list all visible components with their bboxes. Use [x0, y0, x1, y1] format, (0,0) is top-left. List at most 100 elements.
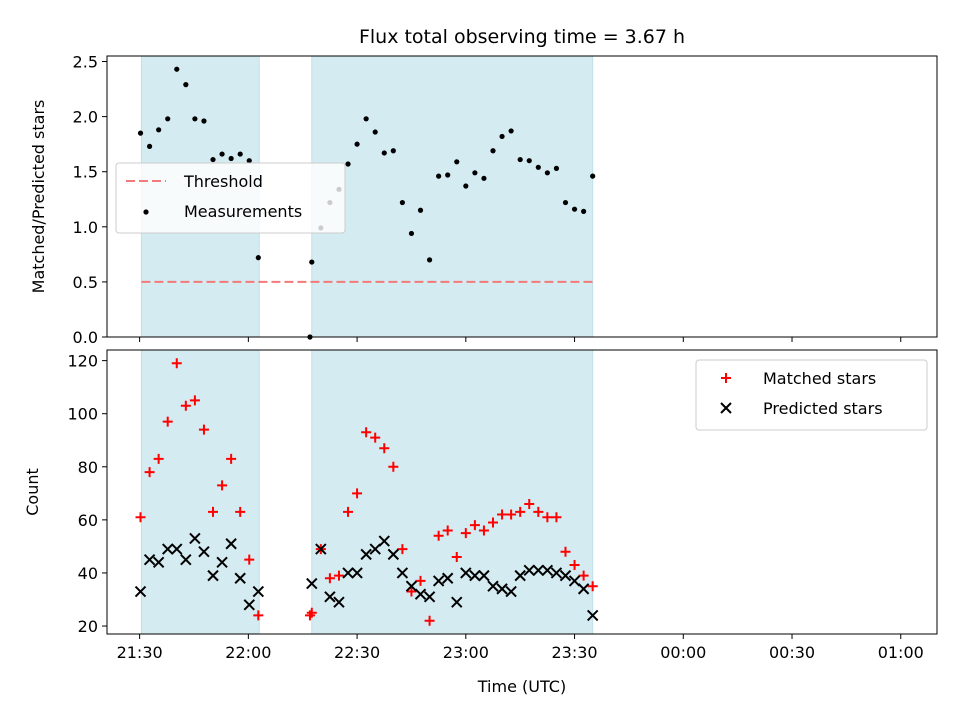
- data-point: [433, 530, 444, 541]
- bottom-shaded-interval-1: [311, 349, 594, 635]
- data-point: [441, 572, 454, 584]
- data-point: [192, 116, 198, 122]
- data-point: [469, 569, 481, 582]
- data-point: [571, 206, 578, 212]
- data-point: [526, 158, 532, 164]
- data-point: [590, 173, 596, 179]
- x-tick-label-6: 00:30: [769, 643, 815, 662]
- data-point: [488, 517, 499, 528]
- data-point: [560, 546, 571, 557]
- data-point: [351, 567, 363, 579]
- data-point: [405, 580, 418, 592]
- legend-box: [115, 162, 346, 234]
- data-point: [183, 82, 189, 88]
- bottom-shaded-interval-0: [140, 349, 260, 635]
- data-point: [387, 548, 400, 561]
- bottom-series-matched-stars: [135, 358, 598, 626]
- data-point: [253, 610, 264, 621]
- legend-box: [695, 359, 928, 431]
- data-point: [244, 554, 255, 565]
- data-point: [514, 569, 526, 582]
- legend-label: Threshold: [183, 172, 263, 191]
- data-point: [533, 506, 544, 517]
- data-point: [497, 509, 508, 520]
- data-point: [414, 588, 427, 600]
- data-point: [587, 581, 598, 592]
- data-point: [426, 257, 433, 263]
- data-point: [333, 596, 345, 608]
- data-point: [324, 591, 336, 603]
- data-point: [523, 564, 535, 577]
- data-point: [234, 572, 246, 584]
- data-point: [472, 170, 478, 176]
- data-point: [445, 172, 451, 178]
- data-point: [517, 156, 523, 163]
- top-y-tick-label-5: 2.5: [73, 53, 98, 72]
- data-point: [372, 129, 378, 135]
- data-point: [210, 156, 216, 163]
- data-point: [252, 585, 265, 598]
- data-point: [481, 175, 487, 181]
- data-point: [542, 512, 553, 523]
- data-point: [487, 580, 499, 592]
- data-point: [309, 259, 315, 265]
- data-point: [451, 596, 463, 608]
- legend-measurements-swatch: [143, 209, 149, 215]
- data-point: [490, 148, 496, 154]
- data-point: [553, 165, 560, 171]
- data-point: [363, 116, 369, 122]
- chart-title: Flux total observing time = 3.67 h: [359, 26, 685, 48]
- data-point: [216, 556, 228, 569]
- data-point: [237, 151, 243, 157]
- data-point: [152, 556, 165, 569]
- legend-matched-swatch: [721, 373, 731, 383]
- data-point: [370, 432, 381, 443]
- data-point: [581, 208, 587, 214]
- data-point: [171, 543, 183, 555]
- bottom-axes-frame: [106, 349, 938, 635]
- data-point: [390, 148, 396, 154]
- x-tick-label-5: 00:00: [660, 643, 706, 662]
- x-tick-label-3: 23:00: [443, 643, 489, 662]
- x-tick-label-7: 01:00: [878, 643, 924, 662]
- data-point: [225, 538, 237, 550]
- data-point: [208, 506, 219, 517]
- bottom-y-axis-label: Count: [23, 468, 42, 516]
- data-point: [162, 416, 173, 427]
- legend-label: Matched stars: [763, 369, 876, 388]
- data-point: [396, 567, 409, 579]
- top-y-tick-label-1: 0.5: [73, 273, 98, 292]
- data-point: [137, 130, 144, 136]
- data-point: [569, 559, 580, 570]
- data-point: [532, 564, 545, 577]
- data-point: [360, 548, 372, 561]
- data-point: [417, 207, 424, 213]
- data-point: [201, 118, 207, 124]
- data-point: [524, 498, 535, 509]
- data-point: [226, 453, 237, 464]
- data-point: [562, 199, 569, 206]
- data-point: [162, 543, 174, 555]
- data-point: [180, 400, 191, 411]
- bottom-panel-counts: 21:30 22:00 22:30 23:00 23:30 00:00 00:30 01:00…: [23, 349, 938, 662]
- data-point: [228, 155, 234, 162]
- top-y-tick-label-2: 1.0: [73, 218, 98, 237]
- data-point: [535, 164, 541, 170]
- bottom-y-tick-label-4: 100: [67, 405, 98, 424]
- top-shaded-interval-1: [311, 55, 594, 338]
- data-point: [424, 615, 435, 626]
- data-point: [343, 506, 354, 517]
- data-point: [352, 488, 363, 499]
- data-point: [499, 133, 505, 140]
- data-point: [207, 569, 219, 582]
- data-point: [463, 183, 469, 189]
- data-point: [460, 567, 472, 579]
- top-y-tick-label-0: 0.0: [73, 328, 98, 347]
- data-point: [315, 543, 327, 555]
- data-point: [171, 358, 182, 369]
- legend-label: Measurements: [184, 202, 302, 221]
- data-point: [354, 141, 360, 147]
- legend-label: Predicted stars: [763, 399, 883, 418]
- data-point: [378, 535, 390, 547]
- x-axis-label: Time (UTC): [477, 677, 566, 696]
